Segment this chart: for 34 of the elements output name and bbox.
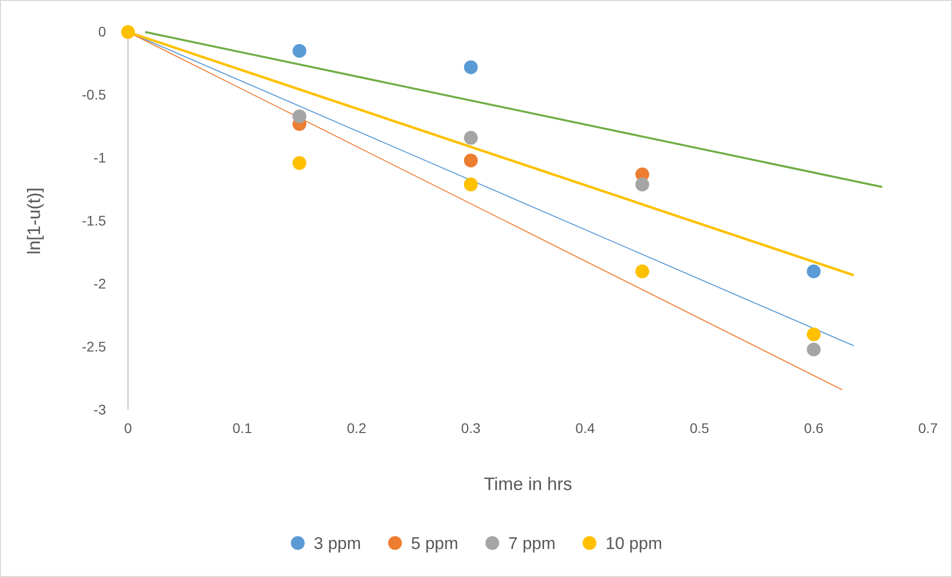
x-tick-label: 0.4	[575, 420, 596, 436]
x-tick-label: 0.5	[690, 420, 710, 436]
point	[635, 178, 650, 192]
y-tick-label: 0	[98, 23, 106, 40]
legend-label: 5 ppm	[411, 534, 458, 553]
point	[292, 110, 306, 124]
x-axis-title: Time in hrs	[484, 474, 572, 494]
x-tick-label: 0.3	[461, 420, 481, 436]
point	[121, 25, 135, 39]
x-tick-label: 0	[124, 420, 132, 436]
y-axis-title: ln[1-u(t)]	[24, 187, 44, 255]
point	[464, 60, 478, 74]
x-tick-label: 0.1	[232, 420, 252, 436]
point	[292, 44, 306, 58]
x-tick-label: 0.2	[346, 420, 367, 436]
y-tick-label: -1.5	[82, 212, 106, 228]
x-tick-label: 0.7	[918, 420, 938, 436]
y-tick-label: -2	[94, 275, 106, 292]
y-tick-label: -3	[94, 401, 106, 418]
legend-label: 7 ppm	[508, 534, 556, 553]
y-tick-label: -2.5	[82, 338, 106, 354]
point	[464, 130, 478, 145]
legend-label: 10 ppm	[606, 534, 662, 553]
y-tick-label: -1	[94, 149, 106, 166]
point	[292, 156, 306, 170]
point	[806, 342, 821, 356]
point	[635, 264, 650, 278]
point	[806, 328, 821, 342]
y-tick-label: -0.5	[82, 86, 106, 102]
x-tick-label: 0.6	[804, 420, 824, 436]
point	[464, 154, 478, 168]
point	[806, 264, 821, 278]
legend-label: 3 ppm	[314, 534, 362, 553]
point	[464, 178, 478, 192]
